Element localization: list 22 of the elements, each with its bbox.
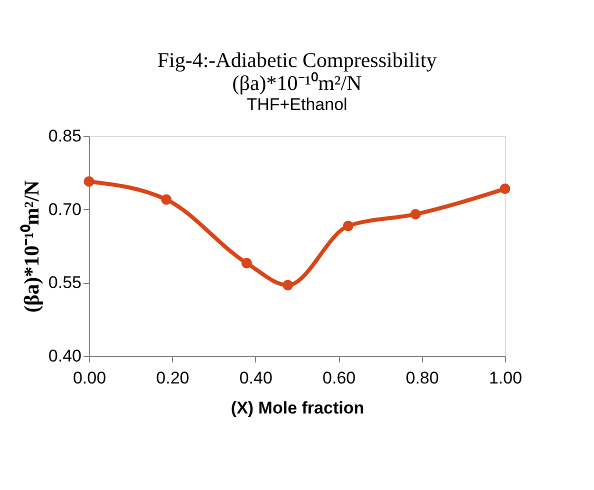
point — [342, 220, 354, 232]
x-tick-label: 0.60 — [322, 368, 356, 388]
chart-subtitle: THF+Ethanol — [246, 95, 348, 114]
text: Fig-4:-Adiabetic Compressibility — [157, 48, 437, 72]
point — [84, 176, 94, 187]
y-tick-label: 0.70 — [48, 200, 82, 219]
y-tick-label: 0.40 — [48, 346, 82, 366]
x-tick-label: 1.00 — [488, 368, 522, 388]
x-axis-title: (X) Mole fraction — [230, 398, 364, 418]
point — [500, 184, 510, 194]
point — [410, 208, 421, 220]
y-tick-label: 0.55 — [48, 273, 82, 292]
point — [161, 194, 172, 205]
text: (βa)*10⁻¹⁰m²/N — [232, 71, 362, 95]
x-tick-label: 0.20 — [156, 368, 190, 388]
y-tick-label: 0.85 — [48, 126, 82, 146]
point — [282, 280, 294, 290]
x-tick-label: 0.00 — [72, 368, 106, 388]
x-tick-label: 0.40 — [239, 368, 272, 388]
x-tick-label: 0.80 — [406, 368, 439, 388]
point — [241, 258, 252, 268]
y-axis-title: (βa)*10⁻¹⁰m²/N — [19, 180, 44, 313]
